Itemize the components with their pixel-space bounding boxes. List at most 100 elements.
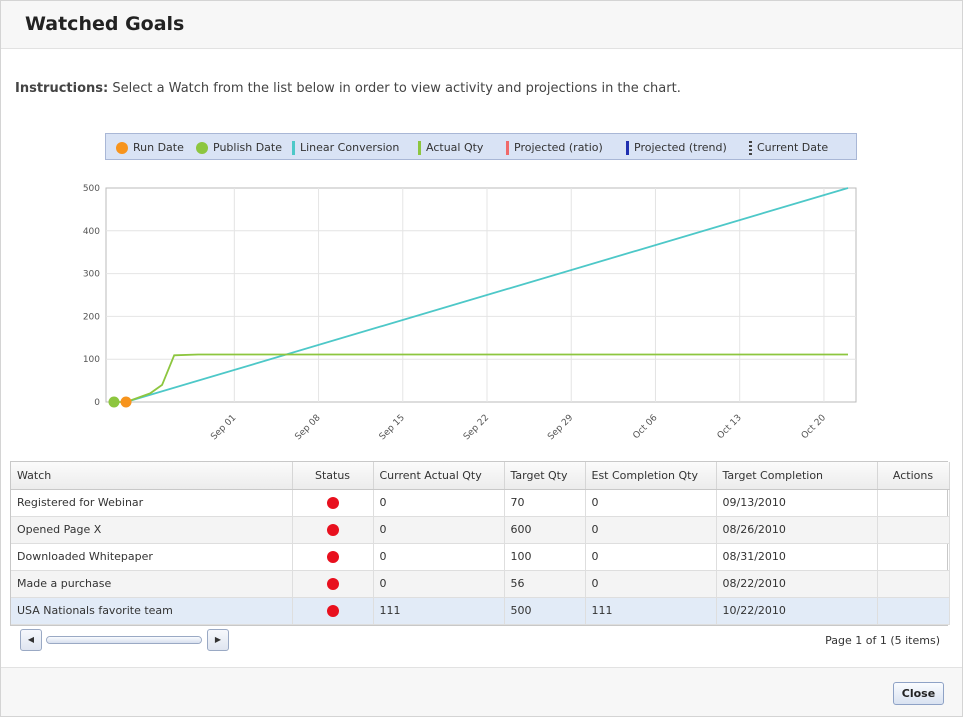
legend-projected-trend: Projected (trend) xyxy=(626,141,727,155)
x-tick-label: Oct 13 xyxy=(716,413,744,441)
col-header-watch[interactable]: Watch xyxy=(11,462,293,490)
cell-actions xyxy=(877,597,950,625)
status-red-icon xyxy=(326,497,339,509)
scrollbar-thumb[interactable] xyxy=(47,637,201,643)
cell-target: 600 xyxy=(504,516,586,544)
status-red-icon xyxy=(326,578,339,590)
linear-conversion-swatch xyxy=(292,141,295,155)
legend-current-date: Current Date xyxy=(749,141,828,155)
current-date-swatch xyxy=(749,141,752,155)
cell-status xyxy=(292,570,374,598)
scroll-right-button[interactable]: ▶ xyxy=(207,629,229,651)
status-red-icon xyxy=(326,605,339,617)
cell-status xyxy=(292,543,374,571)
legend-run-date: Run Date xyxy=(116,141,184,155)
cell-est: 0 xyxy=(585,543,717,571)
chart-legend: Run Date Publish Date Linear Conversion … xyxy=(105,133,857,160)
cell-completion: 08/26/2010 xyxy=(716,516,878,544)
col-header-current-actual-qty[interactable]: Current Actual Qty xyxy=(373,462,505,490)
cell-completion: 08/31/2010 xyxy=(716,543,878,571)
legend-actual-qty: Actual Qty xyxy=(418,141,483,155)
cell-actual: 0 xyxy=(373,489,505,517)
cell-completion: 09/13/2010 xyxy=(716,489,878,517)
horizontal-scrollbar[interactable] xyxy=(46,636,202,644)
cell-watch: Made a purchase xyxy=(11,570,293,598)
legend-label: Actual Qty xyxy=(426,141,484,154)
cell-watch: Downloaded Whitepaper xyxy=(11,543,293,571)
table-row[interactable]: Downloaded Whitepaper 0 100 0 08/31/2010 xyxy=(11,543,950,571)
x-tick-label: Sep 22 xyxy=(462,413,491,441)
y-tick-label: 300 xyxy=(83,270,100,280)
cell-est: 0 xyxy=(585,516,717,544)
table-row-selected[interactable]: USA Nationals favorite team 111 500 111 … xyxy=(11,597,950,625)
cell-actual: 111 xyxy=(373,597,505,625)
table-row[interactable]: Registered for Webinar 0 70 0 09/13/2010 xyxy=(11,489,950,517)
instructions-label: Instructions: xyxy=(15,81,109,96)
cell-actions xyxy=(877,516,950,544)
cell-actual: 0 xyxy=(373,543,505,571)
cell-watch: Registered for Webinar xyxy=(11,489,293,517)
col-header-est-completion-qty[interactable]: Est Completion Qty xyxy=(585,462,717,490)
chart-svg: 0 100 200 300 400 500 Sep 01 Sep 08 Sep 15 Sep 22… xyxy=(83,184,857,441)
legend-label: Projected (trend) xyxy=(634,141,727,154)
cell-target: 70 xyxy=(504,489,586,517)
status-red-icon xyxy=(326,524,339,536)
cell-watch: USA Nationals favorite team xyxy=(11,597,293,625)
close-button[interactable]: Close xyxy=(893,682,944,705)
col-header-status[interactable]: Status xyxy=(292,462,374,490)
y-tick-label: 100 xyxy=(83,355,100,365)
actual-qty-swatch xyxy=(418,141,421,155)
cell-target: 56 xyxy=(504,570,586,598)
marker-run-date xyxy=(120,396,132,408)
y-tick-label: 200 xyxy=(83,312,100,322)
cell-est: 111 xyxy=(585,597,717,625)
table-header-row: Watch Status Current Actual Qty Target Q… xyxy=(11,462,950,490)
dialog-title: Watched Goals xyxy=(25,13,185,35)
cell-completion: 08/22/2010 xyxy=(716,570,878,598)
table-row[interactable]: Opened Page X 0 600 0 08/26/2010 xyxy=(11,516,950,544)
cell-target: 100 xyxy=(504,543,586,571)
dialog-header: Watched Goals xyxy=(1,1,962,49)
table-row[interactable]: Made a purchase 0 56 0 08/22/2010 xyxy=(11,570,950,598)
projected-trend-swatch xyxy=(626,141,629,155)
status-red-icon xyxy=(326,551,339,563)
x-tick-label: Oct 20 xyxy=(800,413,828,441)
x-tick-label: Sep 08 xyxy=(293,413,322,441)
legend-label: Publish Date xyxy=(213,141,282,154)
plot-area xyxy=(105,187,857,403)
cell-status xyxy=(292,516,374,544)
col-header-target-qty[interactable]: Target Qty xyxy=(504,462,586,490)
legend-label: Linear Conversion xyxy=(300,141,400,154)
y-tick-label: 0 xyxy=(94,398,100,408)
x-tick-label: Oct 06 xyxy=(631,413,659,441)
col-header-target-completion[interactable]: Target Completion xyxy=(716,462,878,490)
watch-grid: Watch Status Current Actual Qty Target Q… xyxy=(10,461,950,626)
cell-est: 0 xyxy=(585,489,717,517)
publish-date-swatch xyxy=(196,142,208,154)
cell-actual: 0 xyxy=(373,570,505,598)
cell-watch: Opened Page X xyxy=(11,516,293,544)
col-header-actions: Actions xyxy=(877,462,950,490)
run-date-swatch xyxy=(116,142,128,154)
y-tick-label: 400 xyxy=(83,227,100,237)
legend-publish-date: Publish Date xyxy=(196,141,282,155)
series-linear-conversion xyxy=(125,187,849,403)
scroll-left-button[interactable]: ◀ xyxy=(20,629,42,651)
legend-label: Projected (ratio) xyxy=(514,141,603,154)
page-info: Page 1 of 1 (5 items) xyxy=(825,634,940,647)
cell-actions xyxy=(877,543,950,571)
cell-status xyxy=(292,597,374,625)
projected-ratio-swatch xyxy=(506,141,509,155)
marker-publish-date xyxy=(108,396,120,408)
cell-completion: 10/22/2010 xyxy=(716,597,878,625)
legend-linear-conversion: Linear Conversion xyxy=(292,141,399,155)
grid-pager: ◀ ▶ Page 1 of 1 (5 items) xyxy=(10,628,948,654)
instructions-text: Select a Watch from the list below in or… xyxy=(108,81,681,96)
x-tick-label: Sep 29 xyxy=(546,413,575,441)
cell-actions xyxy=(877,489,950,517)
x-tick-label: Sep 15 xyxy=(378,413,407,441)
cell-actions xyxy=(877,570,950,598)
goal-chart: 0 100 200 300 400 500 Sep 01 Sep 08 Sep 15 Sep 22… xyxy=(71,179,871,441)
cell-target: 500 xyxy=(504,597,586,625)
